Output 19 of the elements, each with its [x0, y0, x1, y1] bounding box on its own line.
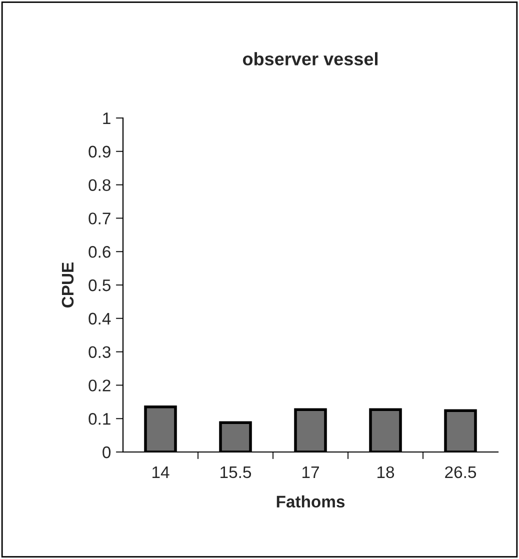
- y-tick-label: 0.3: [88, 346, 110, 358]
- x-axis-title: Fathoms: [276, 495, 345, 508]
- x-tick-label: 17: [302, 466, 319, 478]
- y-tick-label: 0.5: [88, 279, 110, 292]
- y-tick-label: 0.7: [88, 212, 110, 224]
- y-tick-label: 0.6: [88, 246, 110, 258]
- y-axis-title: CPUE: [62, 262, 74, 308]
- y-tick-label: 0.9: [88, 146, 110, 158]
- y-tick-label: 0.8: [88, 179, 110, 192]
- x-tick-label: 18: [378, 466, 394, 478]
- x-tick-label: 15.5: [220, 466, 252, 478]
- y-tick-label: 1: [103, 112, 110, 124]
- y-tick-label: 0: [102, 446, 111, 458]
- x-tick-label: 14: [152, 466, 170, 478]
- y-tick-label: 0.2: [88, 380, 110, 392]
- chart-title: observer vessel: [242, 52, 378, 66]
- y-tick-label: 0.4: [88, 312, 111, 325]
- x-tick-label: 26.5: [445, 466, 476, 478]
- y-tick-label: 0.1: [88, 413, 110, 425]
